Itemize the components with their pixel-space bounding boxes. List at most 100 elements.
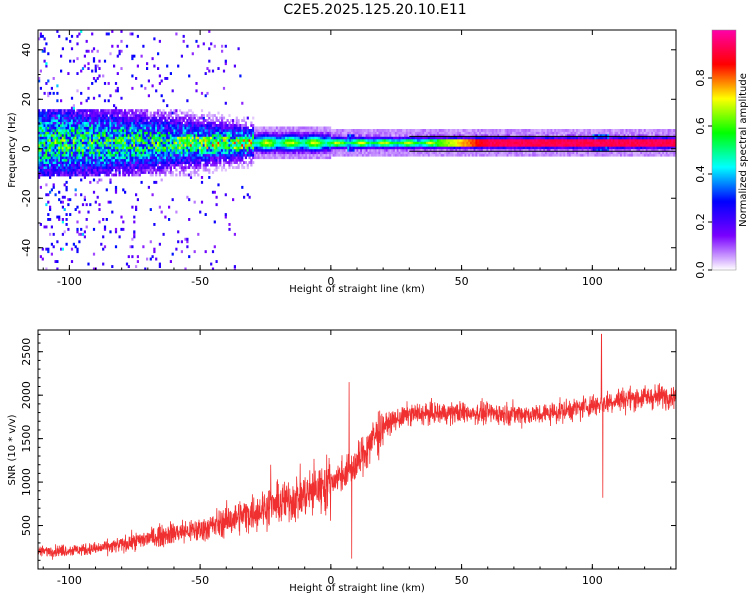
spectrogram-cell (189, 156, 193, 160)
spectrogram-cell (83, 235, 86, 239)
spectrogram-cell (215, 126, 218, 130)
spectrogram-cell (63, 133, 66, 137)
spectrogram-cell (510, 143, 513, 147)
spectrogram-cell (211, 136, 215, 140)
spectrogram-cell (354, 131, 357, 135)
spectrogram-cell (85, 39, 88, 43)
spectrogram-cell (191, 171, 194, 174)
spectrogram-cell (184, 153, 187, 157)
spectrogram-cell (54, 138, 57, 142)
spectrogram-cell (72, 156, 75, 160)
spectrogram-cell (308, 148, 312, 152)
spectrogram-cell (232, 161, 235, 164)
spectrogram-cell (457, 138, 460, 142)
spectrogram-cell (387, 129, 390, 132)
spectrogram-cell (113, 131, 116, 135)
spectrogram-cell (301, 148, 304, 152)
spectrogram-cell (177, 129, 180, 132)
spectrogram-cell (47, 52, 50, 56)
spectrogram-cell (499, 143, 502, 147)
spectrogram-cell (89, 173, 92, 177)
spectrogram-cell (376, 136, 379, 140)
spectrogram-cell (235, 158, 238, 162)
spectrogram-cell (352, 136, 355, 140)
spectrogram-cell (124, 190, 127, 194)
spectrogram-cell (308, 153, 312, 157)
spectrogram-cell (243, 143, 246, 147)
spectrogram-cell (404, 133, 407, 137)
spectrogram-cell (169, 109, 172, 113)
spectrogram-cell (133, 235, 136, 239)
spectrogram-cell (391, 138, 394, 142)
spectrogram-cell (67, 111, 70, 115)
spectrogram-cell (122, 166, 125, 169)
spectrogram-cell (239, 158, 242, 162)
spectrogram-cell (341, 143, 344, 147)
spectrogram-cell (188, 218, 191, 221)
spectrogram-cell (144, 86, 147, 90)
spectrogram-cell (435, 133, 438, 137)
spectrogram-cell (125, 131, 129, 135)
spectrogram-cell (92, 252, 96, 256)
spectrogram-cell (493, 131, 496, 135)
spectrogram-cell (246, 141, 249, 145)
spectrogram-cell (418, 153, 421, 157)
spectrogram-cell (92, 124, 96, 127)
spectrogram-cell (336, 136, 339, 140)
spectrogram-cell (142, 119, 145, 122)
spectrogram-cell (197, 232, 200, 236)
spectrogram-cell (184, 151, 187, 155)
spectrogram-cell (58, 158, 61, 162)
spectrogram-cell (252, 129, 255, 132)
spectrogram-cell (109, 94, 112, 98)
spectrogram-cell (199, 163, 202, 167)
spectrogram-cell (193, 166, 196, 169)
spectrogram-cell (275, 126, 279, 130)
spectrogram-cell (197, 131, 200, 135)
spectrogram-cell (129, 136, 132, 140)
spectrogram-cell (58, 109, 61, 113)
spectrogram-cell (58, 111, 61, 115)
spectrogram-cell (336, 146, 339, 150)
spectrogram-cell (343, 141, 346, 145)
spectrogram-cell (352, 151, 355, 155)
spectrogram-cell (232, 119, 235, 122)
spectrogram-cell (50, 124, 53, 127)
spectrogram-cell (78, 232, 81, 236)
spectrogram-cell (402, 133, 405, 137)
spectrogram-cell (52, 109, 55, 113)
spectrogram-cell (76, 133, 79, 137)
spectrogram-cell (228, 133, 231, 137)
spectrogram-cell (191, 114, 194, 117)
spectrogram-cell (281, 129, 284, 132)
spectrogram-cell (286, 143, 290, 147)
spectrogram-cell (466, 136, 469, 140)
spectrogram-cell (369, 129, 372, 132)
spectrogram-cell (292, 148, 295, 152)
spectrogram-cell (92, 173, 96, 177)
spectrogram-cell (61, 205, 64, 209)
spectrogram-cell (446, 141, 449, 145)
spectrogram-cell (158, 109, 161, 113)
spectrogram-cell (323, 141, 326, 145)
spectrogram-cell (52, 171, 55, 174)
spectrogram-cell (219, 143, 222, 147)
spectrogram-cell (204, 166, 207, 169)
spectrogram-cell (222, 131, 226, 135)
spectrogram-cell (61, 138, 64, 142)
spectrogram-cell (252, 143, 255, 147)
spectrogram-cell (63, 138, 66, 142)
spectrogram-cell (226, 126, 229, 130)
spectrogram-cell (138, 141, 141, 145)
spectrogram-cell (70, 106, 74, 110)
spectrogram-cell (338, 138, 341, 142)
spectrogram-cell (426, 141, 429, 145)
spectrogram-cell (43, 114, 46, 117)
spectrogram-cell (140, 129, 143, 132)
spectrogram-cell (405, 151, 409, 155)
spectrogram-cell (138, 166, 141, 169)
spectrogram-cell (528, 141, 531, 145)
spectrogram-cell (116, 124, 119, 127)
spectrogram-cell (149, 153, 152, 157)
spectrogram-cell (319, 151, 323, 155)
